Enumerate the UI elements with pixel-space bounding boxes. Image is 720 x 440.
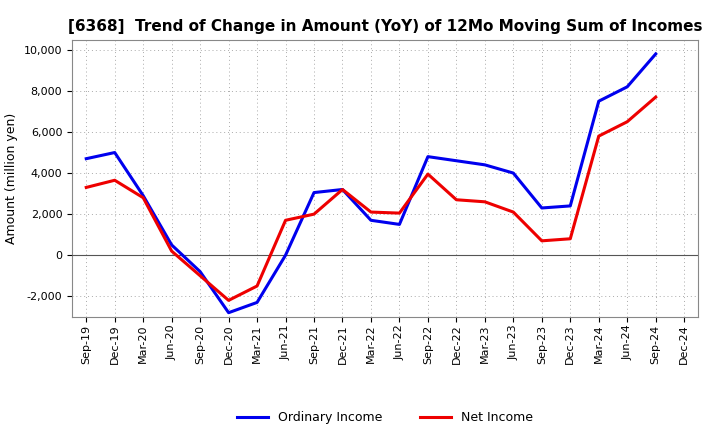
Net Income bbox=[537, 238, 546, 243]
Net Income bbox=[423, 172, 432, 177]
Ordinary Income bbox=[110, 150, 119, 155]
Ordinary Income bbox=[139, 193, 148, 198]
Net Income bbox=[623, 119, 631, 125]
Ordinary Income bbox=[366, 218, 375, 223]
Net Income bbox=[595, 133, 603, 139]
Ordinary Income bbox=[566, 203, 575, 209]
Y-axis label: Amount (million yen): Amount (million yen) bbox=[5, 113, 18, 244]
Net Income bbox=[167, 249, 176, 254]
Net Income bbox=[282, 218, 290, 223]
Net Income bbox=[225, 298, 233, 303]
Ordinary Income bbox=[537, 205, 546, 211]
Net Income bbox=[310, 212, 318, 217]
Ordinary Income bbox=[167, 242, 176, 248]
Ordinary Income bbox=[623, 84, 631, 89]
Ordinary Income bbox=[253, 300, 261, 305]
Ordinary Income bbox=[395, 222, 404, 227]
Ordinary Income bbox=[480, 162, 489, 168]
Net Income bbox=[509, 209, 518, 215]
Title: [6368]  Trend of Change in Amount (YoY) of 12Mo Moving Sum of Incomes: [6368] Trend of Change in Amount (YoY) o… bbox=[68, 19, 703, 34]
Net Income bbox=[196, 273, 204, 279]
Net Income bbox=[566, 236, 575, 242]
Ordinary Income bbox=[282, 253, 290, 258]
Line: Net Income: Net Income bbox=[86, 97, 656, 301]
Net Income bbox=[110, 178, 119, 183]
Net Income bbox=[253, 283, 261, 289]
Net Income bbox=[452, 197, 461, 202]
Ordinary Income bbox=[509, 170, 518, 176]
Legend: Ordinary Income, Net Income: Ordinary Income, Net Income bbox=[232, 406, 539, 429]
Net Income bbox=[652, 95, 660, 100]
Net Income bbox=[82, 185, 91, 190]
Net Income bbox=[480, 199, 489, 205]
Ordinary Income bbox=[423, 154, 432, 159]
Ordinary Income bbox=[452, 158, 461, 163]
Ordinary Income bbox=[82, 156, 91, 161]
Ordinary Income bbox=[196, 269, 204, 274]
Ordinary Income bbox=[595, 99, 603, 104]
Net Income bbox=[139, 195, 148, 200]
Net Income bbox=[338, 187, 347, 192]
Ordinary Income bbox=[310, 190, 318, 195]
Net Income bbox=[395, 210, 404, 216]
Ordinary Income bbox=[652, 51, 660, 57]
Net Income bbox=[366, 209, 375, 215]
Ordinary Income bbox=[225, 310, 233, 315]
Ordinary Income bbox=[338, 187, 347, 192]
Line: Ordinary Income: Ordinary Income bbox=[86, 54, 656, 313]
